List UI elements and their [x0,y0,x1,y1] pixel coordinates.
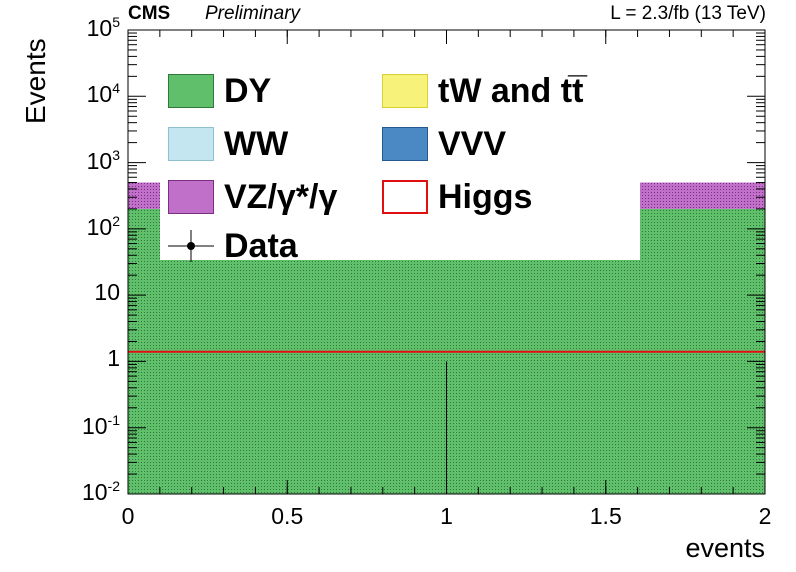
legend-label-tw-tt-text: tW and tt̅ [438,72,584,110]
tw-tt-swatch [382,74,428,108]
preliminary-label: Preliminary [205,3,301,24]
luminosity-label: L = 2.3/fb (13 TeV) [610,3,766,24]
x-tick-label: 0 [121,503,135,529]
legend-label-dy: DY [224,72,272,110]
y-tick-exponent: -1 [107,411,120,428]
y-tick-base: 1 [107,345,120,372]
legend-label-data: Data [224,227,298,265]
dy-swatch [168,74,214,108]
y-tick-base: 10 [86,15,113,41]
y-tick-base: 10 [86,213,113,240]
y-tick-label: 10-2 [40,478,120,506]
x-tick-label: 2 [758,503,772,529]
y-tick-exponent: 5 [112,14,120,30]
cms-label: CMS [128,3,171,24]
vz-swatch [168,180,214,214]
y-tick-label: 1 [40,345,120,372]
y-tick-base: 10 [81,412,108,439]
higgs-swatch [382,180,428,214]
y-tick-exponent: 3 [112,146,120,163]
y-tick-label: 103 [40,147,120,175]
data-marker-icon [168,230,214,262]
y-tick-exponent: 2 [112,212,120,229]
y-tick-base: 10 [94,279,120,306]
y-tick-exponent: 4 [112,80,120,97]
y-tick-base: 10 [86,81,113,108]
legend-label-vz: VZ/γ*/γ [224,178,338,216]
legend-label-ww: WW [224,125,289,163]
y-tick-base: 10 [81,479,108,505]
x-tick-label: 1 [440,503,453,529]
x-tick-label: 1.5 [589,503,622,529]
legend-label-tw-tt: tW and tt̅ [438,69,583,113]
legend-label-higgs: Higgs [438,178,533,216]
x-tick-label: 0.5 [271,503,304,529]
legend-label-vvv: VVV [438,125,507,163]
x-axis-label: events [685,533,765,563]
ww-swatch [168,127,214,161]
y-tick-label: 10-1 [40,412,120,440]
vvv-swatch [382,127,428,161]
y-tick-label: 104 [40,80,120,108]
y-tick-label: 105 [40,14,120,42]
y-tick-label: 10 [40,279,120,306]
y-tick-label: 102 [40,213,120,241]
legend: DY tW and tt̅ WW VVV VZ/γ*/γ Higgs Data [160,60,640,265]
y-tick-base: 10 [86,147,113,174]
y-tick-exponent: -2 [107,478,120,494]
